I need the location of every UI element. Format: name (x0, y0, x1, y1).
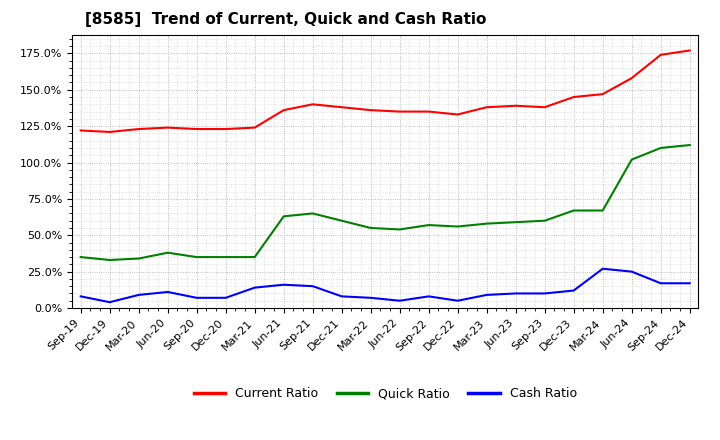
Quick Ratio (366, 225, 375, 231)
Quick Ratio (541, 218, 549, 224)
Cash Ratio (366, 295, 375, 301)
Current Ratio (454, 112, 462, 117)
Quick Ratio (135, 256, 143, 261)
Quick Ratio (511, 220, 520, 225)
Current Ratio (366, 107, 375, 113)
Cash Ratio (570, 288, 578, 293)
Quick Ratio (598, 208, 607, 213)
Current Ratio (685, 48, 694, 53)
Quick Ratio (482, 221, 491, 226)
Current Ratio (105, 129, 114, 135)
Current Ratio (338, 105, 346, 110)
Quick Ratio (395, 227, 404, 232)
Line: Cash Ratio: Cash Ratio (81, 269, 690, 302)
Quick Ratio (338, 218, 346, 224)
Line: Current Ratio: Current Ratio (81, 51, 690, 132)
Cash Ratio (685, 281, 694, 286)
Cash Ratio (221, 295, 230, 301)
Quick Ratio (251, 254, 259, 260)
Quick Ratio (221, 254, 230, 260)
Current Ratio (192, 126, 201, 132)
Quick Ratio (105, 257, 114, 263)
Cash Ratio (395, 298, 404, 303)
Cash Ratio (598, 266, 607, 271)
Legend: Current Ratio, Quick Ratio, Cash Ratio: Current Ratio, Quick Ratio, Cash Ratio (189, 382, 582, 405)
Quick Ratio (308, 211, 317, 216)
Quick Ratio (454, 224, 462, 229)
Cash Ratio (192, 295, 201, 301)
Line: Quick Ratio: Quick Ratio (81, 145, 690, 260)
Cash Ratio (105, 300, 114, 305)
Current Ratio (76, 128, 85, 133)
Current Ratio (627, 76, 636, 81)
Cash Ratio (308, 283, 317, 289)
Cash Ratio (511, 291, 520, 296)
Current Ratio (395, 109, 404, 114)
Cash Ratio (135, 292, 143, 297)
Quick Ratio (685, 143, 694, 148)
Cash Ratio (454, 298, 462, 303)
Quick Ratio (163, 250, 172, 255)
Cash Ratio (627, 269, 636, 274)
Quick Ratio (657, 145, 665, 150)
Text: [8585]  Trend of Current, Quick and Cash Ratio: [8585] Trend of Current, Quick and Cash … (84, 12, 486, 27)
Current Ratio (598, 92, 607, 97)
Current Ratio (424, 109, 433, 114)
Cash Ratio (338, 294, 346, 299)
Cash Ratio (279, 282, 288, 287)
Quick Ratio (627, 157, 636, 162)
Quick Ratio (570, 208, 578, 213)
Current Ratio (163, 125, 172, 130)
Current Ratio (135, 126, 143, 132)
Current Ratio (570, 95, 578, 100)
Cash Ratio (657, 281, 665, 286)
Current Ratio (657, 52, 665, 58)
Quick Ratio (76, 254, 85, 260)
Quick Ratio (279, 214, 288, 219)
Cash Ratio (424, 294, 433, 299)
Cash Ratio (163, 290, 172, 295)
Quick Ratio (192, 254, 201, 260)
Cash Ratio (541, 291, 549, 296)
Current Ratio (221, 126, 230, 132)
Current Ratio (279, 107, 288, 113)
Cash Ratio (482, 292, 491, 297)
Current Ratio (482, 105, 491, 110)
Quick Ratio (424, 223, 433, 228)
Current Ratio (541, 105, 549, 110)
Current Ratio (308, 102, 317, 107)
Cash Ratio (251, 285, 259, 290)
Current Ratio (511, 103, 520, 108)
Cash Ratio (76, 294, 85, 299)
Current Ratio (251, 125, 259, 130)
